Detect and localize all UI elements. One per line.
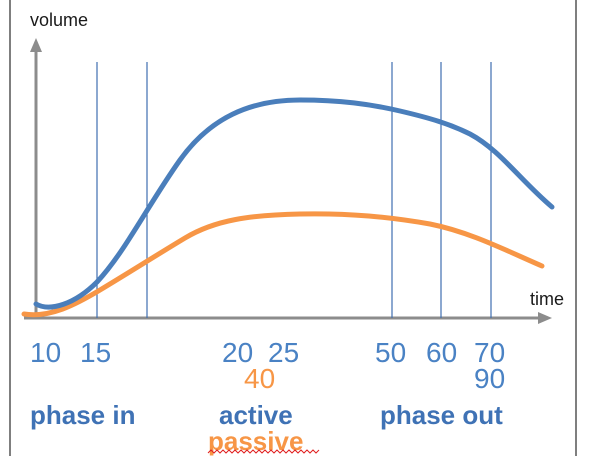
tick-label-50: 50 (375, 337, 406, 368)
tick-label-25: 25 (268, 337, 299, 368)
active-phase-label: active (219, 400, 293, 430)
passive-phase-label: passive (208, 426, 303, 456)
tick-label-40: 40 (244, 363, 275, 394)
tick-label-70: 70 (474, 337, 505, 368)
passive-volume-curve (21, 211, 545, 318)
tick-label-60: 60 (426, 337, 457, 368)
tick-label-15: 15 (80, 337, 111, 368)
tick-label-10: 10 (30, 337, 61, 368)
y-axis-label: volume (30, 10, 88, 30)
phase-in-label: phase in (30, 400, 135, 430)
tick-label-90: 90 (474, 363, 505, 394)
active-volume-curve (33, 97, 555, 310)
y-axis-arrowhead (30, 38, 42, 52)
x-axis-arrowhead (538, 312, 552, 324)
tick-label-20: 20 (222, 337, 253, 368)
x-axis-label: time (530, 289, 564, 309)
spellcheck-underline (207, 449, 320, 454)
phase-out-label: phase out (380, 400, 503, 430)
